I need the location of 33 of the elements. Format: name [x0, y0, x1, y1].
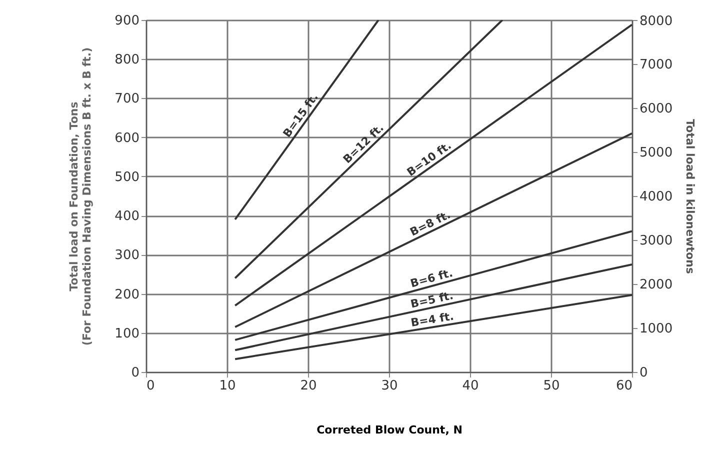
text: B=8 ft.	[408, 208, 453, 239]
y-tick-label: 600	[114, 130, 140, 146]
x-tick-label: 20	[300, 378, 317, 394]
y2-tick-label: 4000	[640, 190, 673, 205]
x-tick-label: 40	[462, 378, 479, 394]
y2-tick-label: 2000	[640, 278, 673, 293]
y2-tick-label: 7000	[640, 58, 673, 73]
y-tick-label: 800	[114, 52, 140, 68]
y2-axis-title: Total load in kilonewtons	[684, 119, 697, 274]
x-tick-label: 30	[381, 378, 398, 394]
y-axis-title: Total load on Foundation, Tons (For Foundation Having Dimensions B ft. x B ft.)	[68, 47, 94, 346]
text: B=4 ft.	[410, 310, 455, 330]
y-tick-label: 200	[114, 287, 140, 302]
x-tick-label: 0	[146, 378, 155, 394]
x-tick-label: 60	[616, 378, 632, 394]
y-tick-label: 900	[114, 14, 140, 28]
text: B=5 ft.	[409, 289, 455, 311]
y2-tick-label: 0	[640, 366, 648, 380]
x-tick-label: 50	[543, 378, 560, 394]
y-tick-label: 500	[114, 170, 140, 185]
y-tick-label: 700	[114, 92, 140, 107]
y-tick-label: 0	[131, 366, 140, 380]
x-tick-label: 10	[219, 378, 236, 394]
x-axis-title: Correted Blow Count, N	[316, 424, 462, 436]
y2-tick-label: 1000	[640, 322, 673, 337]
y-tick-label: 300	[114, 248, 140, 264]
y2-tick-label: 6000	[640, 102, 673, 117]
y-tick-label: 100	[114, 326, 140, 342]
y-tick-label: 400	[114, 209, 140, 224]
y2-tick-label: 5000	[640, 146, 673, 161]
y2-tick-label: 8000	[640, 14, 673, 29]
y2-tick-label: 3000	[640, 234, 673, 249]
text: B=6 ft.	[408, 266, 454, 290]
